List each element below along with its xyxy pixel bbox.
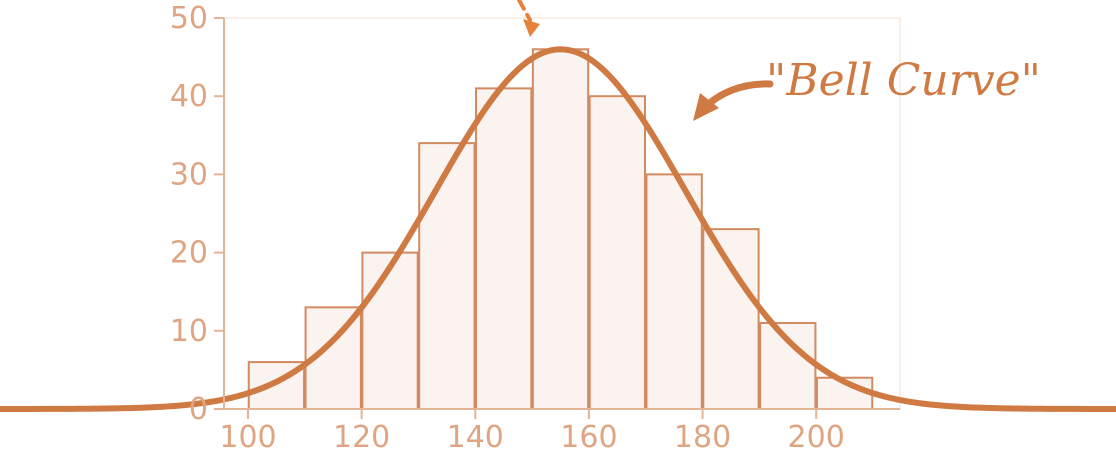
peak-pointer-head — [523, 19, 540, 37]
bell-curve-line — [0, 46, 1116, 412]
histogram-bar-8 — [645, 173, 703, 410]
y-tick-label-30: 30 — [170, 157, 208, 192]
histogram-bar-7 — [588, 95, 646, 410]
y-tick-label-50: 50 — [170, 1, 208, 36]
x-tick-label-140: 140 — [447, 420, 504, 455]
y-tick-label-40: 40 — [170, 79, 208, 114]
histogram-bar-5 — [475, 87, 533, 410]
annotation-arrow-head — [693, 93, 719, 121]
bell-curve-annotation-arrow — [693, 80, 774, 121]
y-tick-label-20: 20 — [170, 236, 208, 271]
histogram-bar-9 — [702, 228, 760, 410]
x-tick-label-120: 120 — [333, 420, 390, 455]
y-tick-label-10: 10 — [170, 314, 208, 349]
peak-pointer-arrow — [517, 0, 540, 37]
peak-pointer-shaft — [517, 0, 532, 22]
x-tick-label-100: 100 — [219, 420, 276, 455]
axes: 0 10 20 30 40 50 100 120 140 160 180 200 — [170, 1, 900, 455]
bell-curve-layer — [0, 46, 1116, 412]
annotations: "Bell Curve" — [517, 0, 1041, 121]
x-tick-label-160: 160 — [560, 420, 617, 455]
x-tick-label-200: 200 — [788, 420, 845, 455]
x-tick-label-180: 180 — [674, 420, 731, 455]
histogram-bar-4 — [418, 142, 476, 410]
bell-curve-annotation: "Bell Curve" — [766, 55, 1041, 106]
y-tick-label-0: 0 — [189, 392, 208, 427]
histogram-bar-3 — [361, 251, 419, 410]
histogram-bar-6 — [531, 48, 590, 410]
